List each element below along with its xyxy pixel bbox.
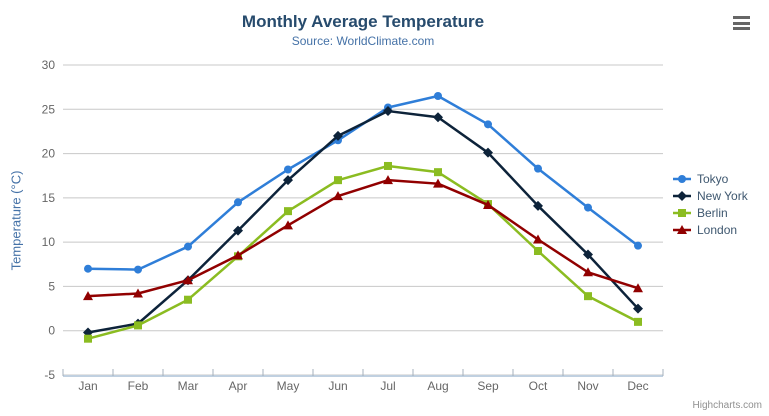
y-tick-label: -5 bbox=[44, 368, 55, 382]
legend-item-london[interactable]: London bbox=[672, 223, 748, 237]
chart-subtitle: Source: WorldClimate.com bbox=[291, 34, 435, 48]
legend-label: Tokyo bbox=[697, 172, 729, 186]
legend-item-berlin[interactable]: Berlin bbox=[672, 206, 748, 220]
x-tick-label: Jun bbox=[328, 379, 347, 393]
x-axis bbox=[62, 369, 664, 377]
x-tick-label: Dec bbox=[627, 379, 648, 393]
tokyo-circle-icon bbox=[673, 175, 691, 183]
y-tick-label: 20 bbox=[42, 147, 56, 161]
legend-label: Berlin bbox=[697, 206, 728, 220]
y-tick-label: 15 bbox=[42, 191, 56, 205]
legend-item-new-york[interactable]: New York bbox=[672, 189, 748, 203]
legend-label: New York bbox=[697, 189, 748, 203]
y-gridlines bbox=[63, 64, 663, 376]
x-tick-label: Mar bbox=[178, 379, 199, 393]
x-tick-label: Sep bbox=[477, 379, 499, 393]
y-tick-label: 30 bbox=[42, 58, 56, 72]
x-tick-label: Nov bbox=[577, 379, 598, 393]
y-tick-label: 25 bbox=[42, 102, 56, 116]
legend: Tokyo New York Berlin London bbox=[672, 172, 748, 237]
y-tick-label: 0 bbox=[48, 324, 55, 338]
x-tick-label: Apr bbox=[229, 379, 248, 393]
legend-label: London bbox=[697, 223, 738, 237]
x-tick-label: May bbox=[277, 379, 300, 393]
y-tick-label: 10 bbox=[42, 235, 56, 249]
y-tick-label: 5 bbox=[48, 279, 55, 293]
legend-item-tokyo[interactable]: Tokyo bbox=[672, 172, 748, 186]
y-axis-labels: -5 0 5 10 15 20 25 30 bbox=[42, 58, 56, 382]
berlin-square-icon bbox=[673, 209, 691, 217]
x-axis-labels: Jan Feb Mar Apr May Jun Jul Aug Sep Oct Nov Dec bbox=[78, 379, 648, 393]
x-tick-label: Aug bbox=[427, 379, 448, 393]
new-york-diamond-icon bbox=[673, 191, 691, 201]
chart-title: Monthly Average Temperature bbox=[241, 12, 485, 31]
series-london[interactable] bbox=[83, 175, 643, 301]
credits-link[interactable]: Highcharts.com bbox=[692, 400, 762, 411]
series-tokyo[interactable] bbox=[84, 92, 642, 274]
hamburger-menu-icon[interactable] bbox=[733, 16, 750, 30]
x-tick-label: Jan bbox=[78, 379, 97, 393]
x-tick-label: Jul bbox=[380, 379, 395, 393]
series-new-york[interactable] bbox=[83, 106, 643, 338]
x-tick-label: Oct bbox=[529, 379, 548, 393]
london-triangle-icon bbox=[673, 225, 691, 234]
x-tick-label: Feb bbox=[128, 379, 149, 393]
